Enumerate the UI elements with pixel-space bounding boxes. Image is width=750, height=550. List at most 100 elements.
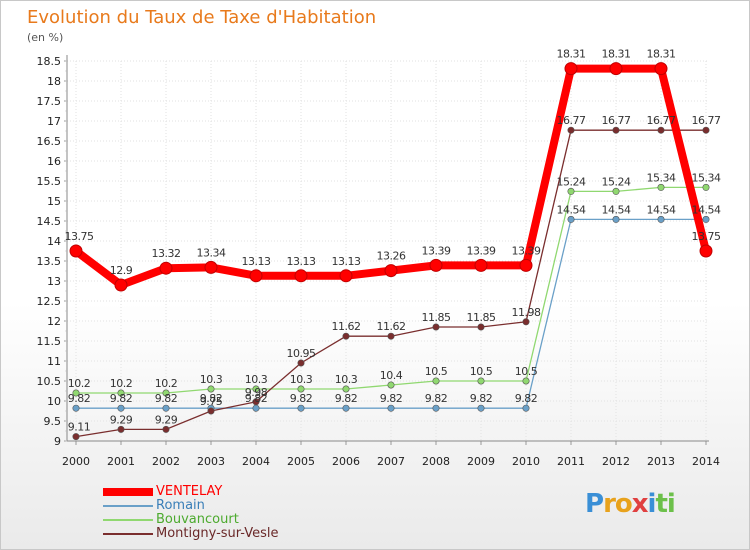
- data-label: 14.54: [602, 203, 631, 216]
- x-tick-label: 2014: [692, 455, 720, 468]
- logo-letter: x: [631, 489, 649, 519]
- legend-swatch: [103, 533, 153, 535]
- data-point: [117, 425, 125, 433]
- data-point: [564, 62, 578, 76]
- data-label: 9.98: [245, 386, 268, 399]
- data-label: 9.82: [110, 392, 133, 405]
- y-tick-label: 10: [47, 395, 61, 408]
- x-tick-label: 2004: [242, 455, 270, 468]
- chart-subtitle: (en %): [27, 31, 64, 44]
- logo-letter: i: [647, 489, 657, 519]
- data-label: 16.77: [647, 114, 676, 127]
- data-point: [297, 404, 305, 412]
- data-point: [522, 404, 530, 412]
- data-label: 18.31: [647, 48, 676, 61]
- data-point: [117, 404, 125, 412]
- data-label: 10.3: [200, 373, 223, 386]
- data-label: 13.34: [197, 246, 226, 259]
- data-label: 16.77: [602, 114, 631, 127]
- data-label: 13.75: [692, 230, 721, 243]
- x-tick-label: 2007: [377, 455, 405, 468]
- data-label: 13.13: [242, 255, 271, 268]
- data-point: [72, 389, 80, 397]
- data-label: 9.82: [380, 392, 403, 405]
- data-point: [342, 404, 350, 412]
- data-label: 15.24: [557, 175, 586, 188]
- data-label: 13.39: [422, 244, 451, 257]
- data-point: [474, 258, 488, 272]
- x-tick-label: 2009: [467, 455, 495, 468]
- y-tick-label: 13.5: [37, 255, 62, 268]
- x-tick-label: 2005: [287, 455, 315, 468]
- y-tick-label: 9.5: [44, 415, 62, 428]
- data-label: 15.24: [602, 175, 631, 188]
- data-label: 10.2: [155, 377, 178, 390]
- series-montigny-sur-vesle: [72, 126, 710, 441]
- data-label: 13.75: [65, 230, 94, 243]
- data-point: [702, 183, 710, 191]
- legend-swatch: [103, 505, 153, 507]
- x-tick-label: 2010: [512, 455, 540, 468]
- data-label: 15.34: [692, 171, 721, 184]
- data-label: 9.82: [425, 392, 448, 405]
- y-tick-label: 18: [47, 75, 61, 88]
- data-point: [702, 215, 710, 223]
- y-tick-label: 15: [47, 195, 61, 208]
- data-point: [702, 126, 710, 134]
- x-tick-label: 2013: [647, 455, 675, 468]
- data-label: 16.77: [557, 114, 586, 127]
- data-label: 11.62: [332, 320, 361, 333]
- data-point: [387, 404, 395, 412]
- x-tick-label: 2003: [197, 455, 225, 468]
- data-point: [294, 269, 308, 283]
- data-label: 10.5: [470, 365, 493, 378]
- data-point: [477, 377, 485, 385]
- data-point: [162, 425, 170, 433]
- data-point: [609, 62, 623, 76]
- data-label: 10.3: [335, 373, 358, 386]
- data-point: [387, 381, 395, 389]
- data-point: [297, 359, 305, 367]
- legend-swatch: [103, 519, 153, 521]
- data-point: [207, 385, 215, 393]
- data-point: [69, 244, 83, 258]
- data-label: 14.54: [692, 203, 721, 216]
- logo-letter: P: [585, 489, 604, 519]
- data-label: 9.75: [200, 395, 223, 408]
- data-label: 13.13: [332, 255, 361, 268]
- y-tick-label: 16: [47, 155, 61, 168]
- data-point: [384, 264, 398, 278]
- data-point: [654, 62, 668, 76]
- data-point: [339, 269, 353, 283]
- data-point: [249, 269, 263, 283]
- data-label: 10.5: [425, 365, 448, 378]
- data-point: [252, 398, 260, 406]
- data-label: 15.34: [647, 171, 676, 184]
- data-label: 10.5: [515, 365, 538, 378]
- data-label: 11.62: [377, 320, 406, 333]
- y-tick-label: 12: [47, 315, 61, 328]
- data-label: 10.4: [380, 369, 403, 382]
- chart-title: Evolution du Taux de Taxe d'Habitation: [27, 7, 377, 28]
- data-point: [522, 318, 530, 326]
- data-label: 16.77: [692, 114, 721, 127]
- data-point: [612, 187, 620, 195]
- data-label: 10.2: [68, 377, 91, 390]
- proxiti-logo[interactable]: Proxiti: [585, 489, 676, 519]
- data-point: [567, 187, 575, 195]
- data-label-layer: 13.75 12.9 13.32 13.34 13.13 13.13 13.13 13.26 1…: [65, 48, 722, 434]
- x-tick-label: 2011: [557, 455, 585, 468]
- series-ventelay: [69, 62, 713, 292]
- y-tick-label: 11.5: [37, 335, 62, 348]
- data-label: 13.39: [512, 244, 541, 257]
- y-tick-label: 17: [47, 115, 61, 128]
- x-tick-label: 2012: [602, 455, 630, 468]
- data-point: [204, 260, 218, 274]
- data-label: 9.82: [470, 392, 493, 405]
- data-point: [657, 183, 665, 191]
- data-point: [612, 126, 620, 134]
- legend-label: Montigny-sur-Vesle: [156, 526, 279, 541]
- x-tick-label: 2002: [152, 455, 180, 468]
- data-label: 9.82: [245, 392, 268, 405]
- data-point: [432, 377, 440, 385]
